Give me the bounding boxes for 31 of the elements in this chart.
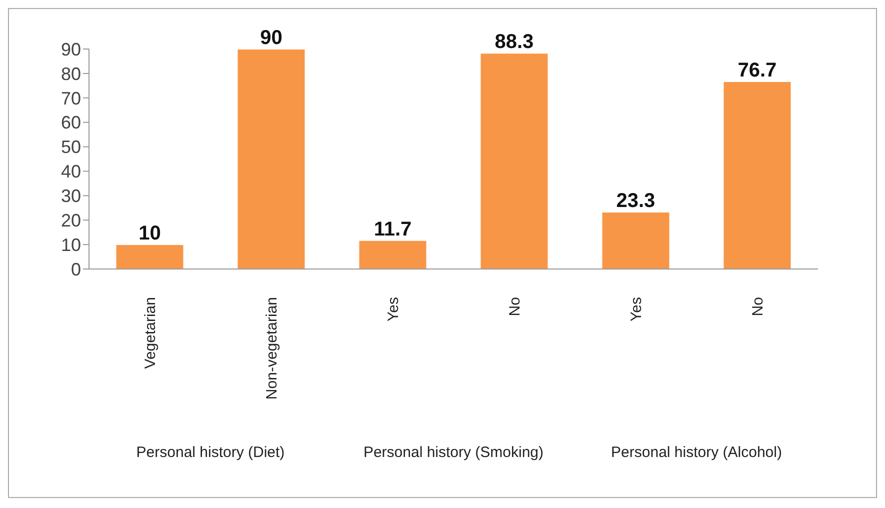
y-tick-label: 30 bbox=[60, 186, 81, 206]
data-label: 90 bbox=[260, 27, 282, 49]
data-label: 76.7 bbox=[738, 60, 777, 82]
data-label: 10 bbox=[138, 222, 161, 245]
y-tick-label: 10 bbox=[60, 234, 81, 255]
y-tick-label: 0 bbox=[70, 259, 81, 280]
y-tick-label: 70 bbox=[60, 88, 81, 108]
y-tick-label: 50 bbox=[60, 137, 81, 158]
y-tick-label: 40 bbox=[60, 162, 81, 182]
bar bbox=[480, 52, 549, 269]
data-label: 23.3 bbox=[616, 190, 656, 212]
x-tick-label: No bbox=[749, 297, 766, 316]
x-tick-label: Yes bbox=[384, 297, 402, 322]
x-tick-label: Non-vegetarian bbox=[263, 297, 280, 400]
bar bbox=[358, 240, 428, 269]
text: Personal history (Alcohol) bbox=[610, 444, 783, 461]
bar bbox=[236, 49, 306, 269]
bar bbox=[601, 212, 670, 269]
bar bbox=[722, 81, 792, 269]
y-tick-label: 60 bbox=[60, 112, 81, 133]
bar bbox=[115, 244, 184, 269]
text: Personal history (Smoking) bbox=[362, 444, 545, 461]
y-tick-label: 20 bbox=[60, 210, 81, 230]
text: Personal history (Diet) bbox=[135, 444, 286, 461]
x-tick-label: No bbox=[506, 297, 524, 316]
data-label: 11.7 bbox=[374, 218, 412, 240]
y-tick-label: 80 bbox=[60, 64, 81, 84]
x-tick-label: Yes bbox=[628, 297, 645, 322]
data-label: 88.3 bbox=[494, 31, 534, 54]
y-tick-label: 90 bbox=[60, 39, 81, 60]
x-tick-label: Vegetarian bbox=[142, 297, 159, 369]
